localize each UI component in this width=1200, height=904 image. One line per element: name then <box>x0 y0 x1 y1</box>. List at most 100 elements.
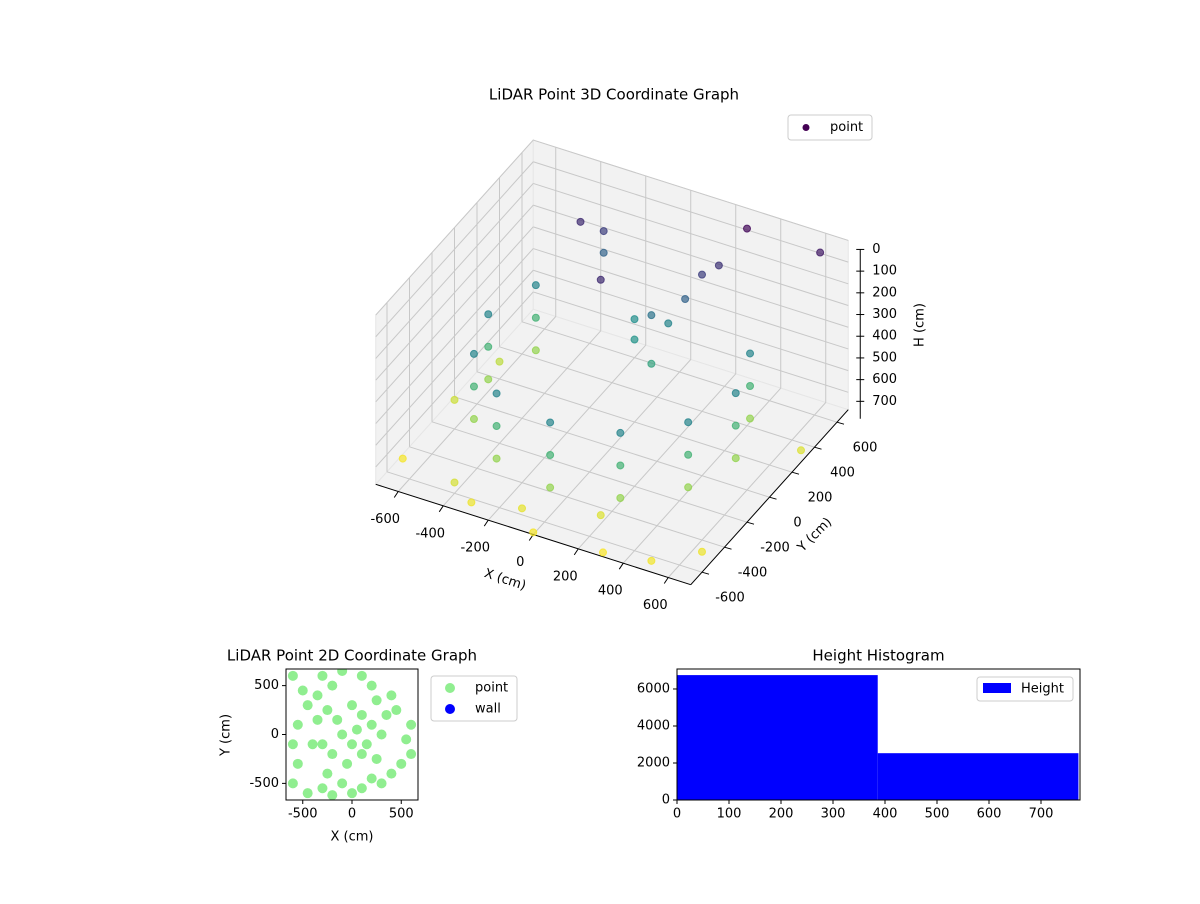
point <box>484 310 493 319</box>
axes-frame <box>676 668 1081 801</box>
x-tick <box>438 505 444 513</box>
point <box>366 719 377 730</box>
x-tick-label: 500 <box>389 807 414 822</box>
point <box>681 294 690 303</box>
point <box>287 778 298 789</box>
x-tick-label: -600 <box>370 512 400 527</box>
legend-marker <box>802 124 810 131</box>
point <box>366 773 377 784</box>
point <box>529 528 538 537</box>
point <box>599 248 608 257</box>
grid-line <box>375 269 534 446</box>
x-tick-label: 300 <box>821 807 846 822</box>
chart-title: LiDAR Point 3D Coordinate Graph <box>489 86 739 104</box>
point <box>356 749 367 760</box>
point <box>371 753 382 764</box>
grid-line <box>533 139 849 241</box>
y-tick <box>769 496 777 500</box>
y-tick-label: 0 <box>793 516 801 531</box>
z-tick-label: 700 <box>872 394 897 409</box>
point <box>746 414 755 423</box>
x-tick <box>618 562 624 570</box>
point <box>337 669 348 676</box>
legend-label: point <box>830 120 863 135</box>
grid-line <box>386 471 703 573</box>
point <box>599 227 608 236</box>
point <box>297 685 308 696</box>
x-axis-label: X (cm) <box>331 830 374 845</box>
point <box>576 217 585 226</box>
point <box>347 739 357 750</box>
point <box>327 790 338 800</box>
point <box>361 739 372 750</box>
x-tick-label: 400 <box>598 584 623 599</box>
y-tick-label: 0 <box>662 793 670 808</box>
point <box>484 375 493 384</box>
point <box>647 359 656 368</box>
z-tick-label: 200 <box>872 285 897 300</box>
point <box>531 313 540 322</box>
point <box>484 342 493 351</box>
point <box>664 319 673 328</box>
point <box>398 454 407 463</box>
point <box>492 389 501 398</box>
point <box>647 556 656 565</box>
chart-title: LiDAR Point 2D Coordinate Graph <box>227 647 477 665</box>
point <box>287 739 298 750</box>
y-tick <box>814 446 822 450</box>
y-tick-label: 4000 <box>637 718 670 733</box>
point <box>731 454 740 463</box>
y-tick-label: -600 <box>715 591 745 606</box>
point <box>302 788 313 799</box>
x-tick-label: 200 <box>769 807 794 822</box>
point <box>322 768 333 779</box>
bar <box>677 675 878 800</box>
point <box>518 504 526 513</box>
z-tick-label: 0 <box>872 242 880 257</box>
point <box>698 547 706 556</box>
grid-line <box>454 396 770 498</box>
grid-line <box>431 421 748 523</box>
point <box>630 335 639 344</box>
point <box>317 783 328 794</box>
legend-marker <box>445 704 455 714</box>
grid-line <box>533 161 849 263</box>
point <box>381 709 392 720</box>
point <box>356 670 367 681</box>
y-tick-label: 6000 <box>637 681 670 696</box>
point <box>450 395 459 404</box>
y-tick <box>836 421 845 425</box>
point <box>467 498 476 507</box>
point <box>292 758 303 769</box>
point <box>616 461 625 470</box>
grid-line <box>499 346 815 448</box>
grid-line <box>375 139 534 316</box>
point <box>322 705 333 716</box>
y-tick-label: 2000 <box>637 755 670 770</box>
y-tick-label: -200 <box>760 541 790 556</box>
point <box>746 349 755 358</box>
point <box>332 714 343 725</box>
point <box>327 749 338 760</box>
point <box>302 700 313 711</box>
point <box>312 690 323 701</box>
point <box>616 428 625 437</box>
grid-line <box>409 446 725 548</box>
grid-line <box>533 182 849 285</box>
point <box>312 714 323 725</box>
point <box>684 450 693 459</box>
point <box>307 739 318 750</box>
point <box>469 415 478 424</box>
point <box>797 446 805 455</box>
legend-label: wall <box>475 702 501 717</box>
y-tick-label: 200 <box>808 491 833 506</box>
point <box>492 454 501 463</box>
y-tick <box>724 546 732 550</box>
grid-line <box>375 161 534 338</box>
grid-line <box>533 269 849 372</box>
grid-line <box>533 204 849 307</box>
legend-box <box>787 114 873 141</box>
point <box>531 346 540 355</box>
point <box>684 418 693 427</box>
